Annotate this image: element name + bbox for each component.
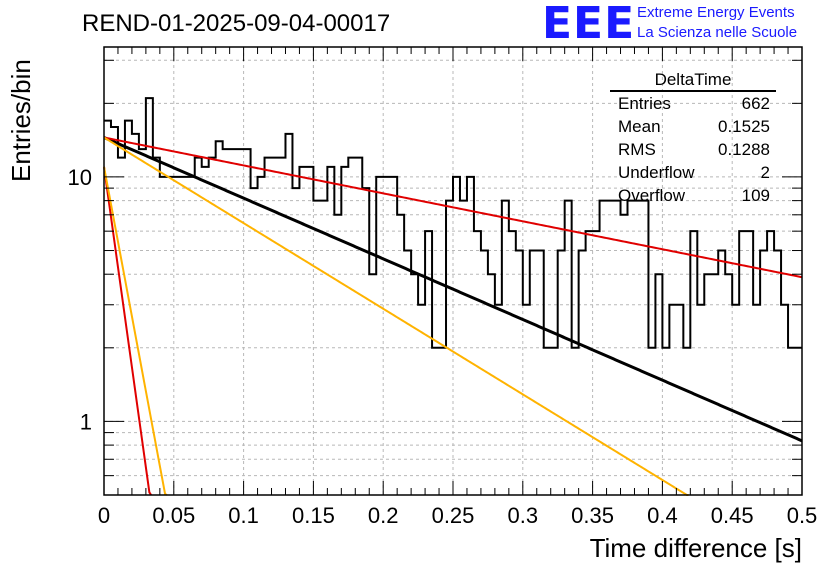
x-tick-label: 0.3 (508, 503, 539, 528)
stats-value: 2 (760, 163, 770, 182)
y-tick-labels: 1 10 (68, 165, 92, 434)
stats-label: Overflow (618, 186, 686, 205)
stats-value: 662 (741, 94, 770, 113)
x-tick-label: 0.25 (432, 503, 475, 528)
x-tick-label: 0.15 (292, 503, 335, 528)
x-tick-labels: 0 0.05 0.1 0.15 0.2 0.25 0.3 0.35 0.4 0.45 0.5 (98, 503, 817, 528)
fit-curve (103, 136, 689, 496)
x-tick-label: 0.4 (647, 503, 678, 528)
stats-value: 109 (741, 186, 770, 205)
x-tick-label: 0.5 (787, 503, 818, 528)
stats-label: RMS (618, 140, 656, 159)
stats-row-rms: RMS 0.1288 (610, 138, 776, 161)
x-axis-label: Time difference [s] (589, 533, 802, 563)
y-axis-label: Entries/bin (6, 59, 36, 182)
stats-label: Mean (618, 117, 661, 136)
stats-label: Entries (618, 94, 671, 113)
stats-box-title: DeltaTime (610, 70, 776, 92)
fit-curve (103, 166, 168, 496)
fit-curves (103, 136, 803, 496)
stats-box: DeltaTime Entries 662 Mean 0.1525 RMS 0.… (610, 70, 776, 207)
x-tick-label: 0.1 (228, 503, 259, 528)
y-tick-label: 10 (68, 165, 92, 190)
stats-value: 0.1288 (718, 140, 770, 159)
fit-curve (103, 136, 803, 279)
logo-line-2: La Scienza nelle Scuole (637, 24, 798, 41)
fit-curve (103, 136, 803, 443)
run-title: REND-01-2025-09-04-00017 (82, 10, 391, 37)
stats-row-underflow: Underflow 2 (610, 161, 776, 184)
fit-curve (103, 166, 152, 496)
stats-row-overflow: Overflow 109 (610, 184, 776, 207)
histogram-outline (104, 97, 802, 349)
x-tick-label: 0.45 (711, 503, 754, 528)
stats-row-entries: Entries 662 (610, 92, 776, 115)
eee-logo: EEE (542, 0, 636, 49)
x-tick-label: 0.2 (368, 503, 399, 528)
stats-value: 0.1525 (718, 117, 770, 136)
stats-label: Underflow (618, 163, 695, 182)
x-tick-label: 0.35 (571, 503, 614, 528)
eee-logo-caption: Extreme Energy Events La Scienza nelle S… (637, 3, 797, 43)
x-tick-label: 0.05 (152, 503, 195, 528)
histogram (104, 97, 802, 349)
stats-row-mean: Mean 0.1525 (610, 115, 776, 138)
x-tick-label: 0 (98, 503, 110, 528)
y-tick-label: 1 (80, 409, 92, 434)
plot-frame (103, 46, 803, 496)
logo-line-1: Extreme Energy Events (637, 4, 795, 21)
